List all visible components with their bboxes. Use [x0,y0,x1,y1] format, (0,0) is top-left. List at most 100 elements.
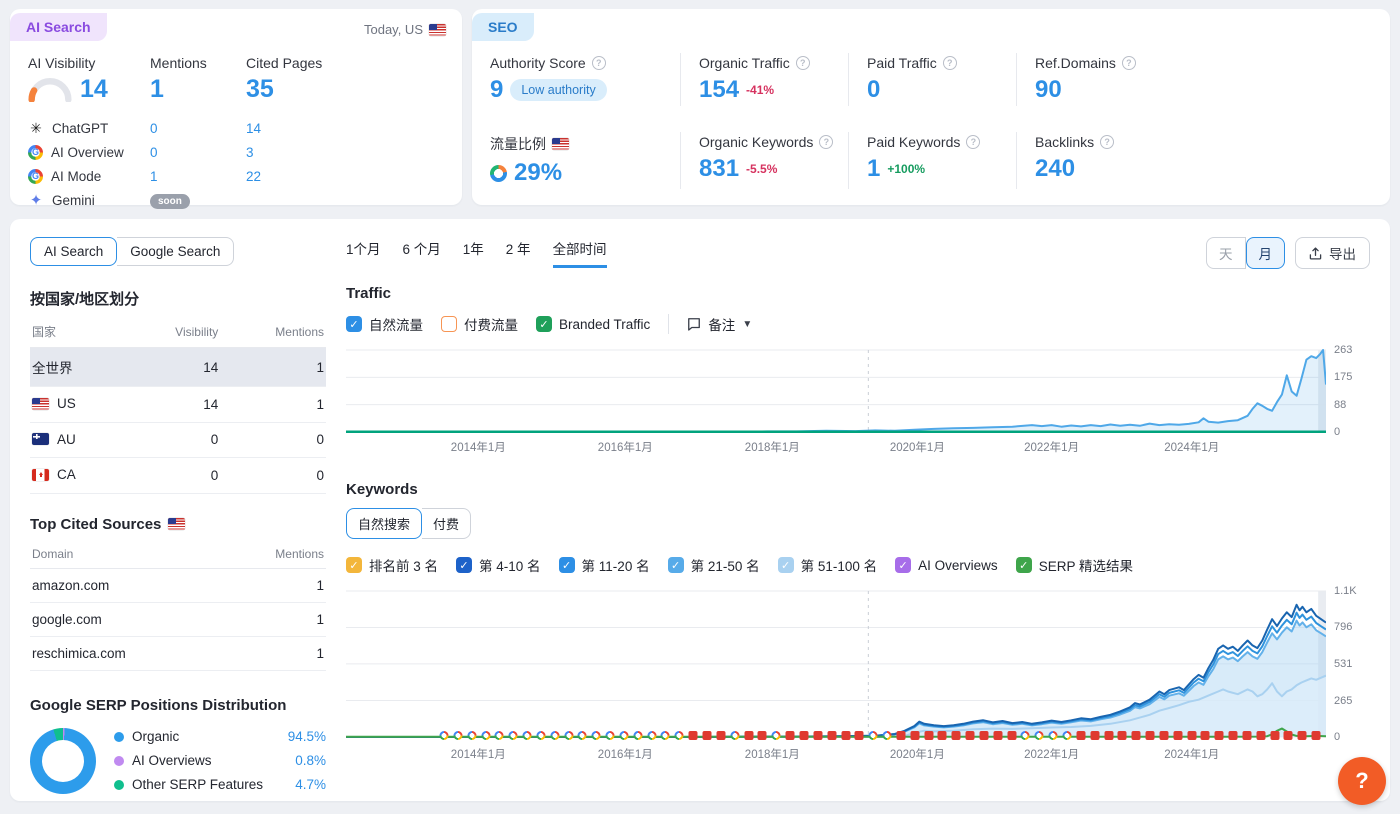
us-flag-icon [168,518,186,530]
info-icon[interactable]: ? [819,135,834,149]
time-range-tabs: 1个月 6 个月 1年 2 年 全部时间 [346,238,607,268]
country-row-ca[interactable]: CA 0 0 [30,457,326,494]
ref-domains-value[interactable]: 90 [1035,76,1062,103]
platform-row-ai-overview: AI Overview 0 3 [28,142,444,162]
trends-card: AI Search Google Search 按国家/地区划分 国家 Visi… [10,219,1390,801]
authority-score-value: 9 [490,76,504,103]
info-icon[interactable]: ? [1100,135,1115,149]
metric-paid-traffic: Paid Traffic? 0 [848,53,1016,106]
platform-row-gemini: ✦ Gemini soon [28,190,444,210]
checkbox-ai-overviews[interactable]: ✓ AI Overviews [895,557,998,573]
us-flag-icon [552,138,569,150]
au-flag-icon [32,433,49,445]
paid-traffic-value[interactable]: 0 [867,76,881,103]
soon-badge: soon [150,193,190,209]
checkbox-pos-11-20[interactable]: ✓ 第 11-20 名 [558,555,650,575]
metric-backlinks: Backlinks? 240 [1016,132,1372,189]
tab-1-month[interactable]: 1个月 [346,242,381,257]
organic-keywords-change: -5.5% [746,162,778,176]
keywords-chart[interactable]: 1.1K 796 531 265 0 2014年1月 2016年1月 2018年1月 2020年… [346,585,1370,764]
seo-metrics: Authority Score? 9 Low authority Organic … [490,53,1372,189]
serp-distribution: Organic 94.5% AI Overviews 0.8% Other SERP… [30,727,326,794]
note-bubble-icon [688,318,701,331]
legend-other-serp: Other SERP Features 4.7% [114,777,326,792]
tab-ai-search[interactable]: AI Search [30,237,118,266]
backlinks-value[interactable]: 240 [1035,155,1076,182]
country-row-worldwide[interactable]: 全世界 14 1 [30,347,326,387]
ai-overview-cited[interactable]: 3 [246,144,254,160]
tab-organic-keywords[interactable]: 自然搜索 [346,508,423,539]
platform-row-ai-mode: AI Mode 1 22 [28,166,444,186]
checkbox-pos-51-100[interactable]: ✓ 第 51-100 名 [777,555,877,575]
traffic-chart[interactable]: 263 175 88 0 2014年1月 2016年1月 2018年1月 2020年1月 202… [346,344,1370,457]
x-axis-labels: 2014年1月 2016年1月 2018年1月 2020年1月 2022年1月 2024年… [450,442,1220,454]
google-icon [28,144,43,160]
tab-2-years[interactable]: 2 年 [505,242,531,257]
metric-traffic-share: 流量比例 29% [490,132,680,189]
ai-visibility-label: AI Visibility [28,55,96,71]
organic-traffic-change: -41% [746,83,775,97]
organic-keywords-value[interactable]: 831 [699,155,740,182]
tab-6-months[interactable]: 6 个月 [402,242,441,257]
granularity-day[interactable]: 天 [1206,237,1246,269]
info-icon[interactable]: ? [795,56,810,70]
ai-overview-mentions[interactable]: 0 [150,144,158,160]
cited-sources-heading: Top Cited Sources [30,516,326,533]
tab-all-time[interactable]: 全部时间 [552,238,607,268]
info-icon[interactable]: ? [591,56,606,70]
charts-panel: 1个月 6 个月 1年 2 年 全部时间 天 月 导出 Traffic ✓ 自然流… [346,237,1370,785]
serp-distribution-heading: Google SERP Positions Distribution [30,696,287,714]
traffic-share-value: 29% [514,159,563,186]
traffic-heading: Traffic [346,285,392,302]
info-icon[interactable]: ? [966,135,981,149]
search-mode-toggle: AI Search Google Search [30,237,235,266]
metric-paid-keywords: Paid Keywords? 1 +100% [848,132,1016,189]
paid-keywords-value[interactable]: 1 [867,155,881,182]
gemini-icon: ✦ [29,192,43,209]
checkbox-pos-4-10[interactable]: ✓ 第 4-10 名 [456,555,541,575]
ai-search-card: AI Search Today, US AI Visibility 14 Men… [10,9,462,209]
info-icon[interactable]: ? [942,56,957,70]
left-panel: AI Search Google Search 按国家/地区划分 国家 Visi… [30,237,326,794]
ai-mode-mentions[interactable]: 1 [150,168,158,184]
help-button[interactable]: ? [1338,757,1386,805]
ai-search-badge: AI Search [10,13,107,41]
country-row-au[interactable]: AU 0 0 [30,422,326,458]
checkbox-branded-traffic[interactable]: ✓ Branded Traffic [536,316,650,332]
tab-google-search[interactable]: Google Search [117,237,235,266]
date-scope: Today, US [364,22,446,37]
ai-platform-list: ✳ChatGPT 0 14 AI Overview 0 3 AI Mode 1 … [28,118,444,210]
cited-sources-table: Domain Mentions amazon.com 1 google.com 1 … [30,540,326,671]
source-row[interactable]: reschimica.com 1 [30,636,326,671]
mentions-label: Mentions [150,55,207,71]
us-flag-icon [429,23,446,36]
source-row[interactable]: google.com 1 [30,602,326,637]
chatgpt-mentions[interactable]: 0 [150,120,158,136]
checkbox-serp-features[interactable]: ✓ SERP 精选结果 [1015,555,1133,575]
seo-badge: SEO [472,13,534,41]
granularity-month[interactable]: 月 [1245,237,1285,269]
country-table: 国家 Visibility Mentions 全世界 14 1 US 14 1 … [30,317,326,494]
tab-paid-keywords[interactable]: 付费 [422,508,472,539]
x-axis-labels: 2014年1月 2016年1月 2018年1月 2020年1月 2022年1月 2024年… [450,749,1220,761]
legend-ai-overviews: AI Overviews 0.8% [114,753,326,768]
tab-1-year[interactable]: 1年 [462,242,484,257]
checkbox-top3[interactable]: ✓ 排名前 3 名 [346,555,438,575]
source-row[interactable]: amazon.com 1 [30,568,326,603]
checkbox-pos-21-50[interactable]: ✓ 第 21-50 名 [667,555,760,575]
chatgpt-cited[interactable]: 14 [246,120,262,136]
country-row-us[interactable]: US 14 1 [30,386,326,423]
traffic-share-donut-icon [490,164,507,182]
ai-metrics: AI Visibility 14 Mentions 1 Cited Pages … [28,55,444,104]
info-icon[interactable]: ? [1121,56,1136,70]
organic-traffic-value[interactable]: 154 [699,76,740,103]
metric-organic-keywords: Organic Keywords? 831 -5.5% [680,132,848,189]
ai-mode-cited[interactable]: 22 [246,168,262,184]
checkbox-organic-traffic[interactable]: ✓ 自然流量 [346,314,423,334]
checkbox-paid-traffic[interactable]: 付费流量 [441,314,518,334]
export-button[interactable]: 导出 [1295,237,1370,269]
notes-dropdown[interactable]: 备注 ▼ [687,314,752,334]
traffic-legend: ✓ 自然流量 付费流量 ✓ Branded Traffic 备注 ▼ [346,314,1370,334]
ai-visibility-value: 14 [80,75,108,103]
keywords-type-toggle: 自然搜索 付费 [346,508,472,539]
